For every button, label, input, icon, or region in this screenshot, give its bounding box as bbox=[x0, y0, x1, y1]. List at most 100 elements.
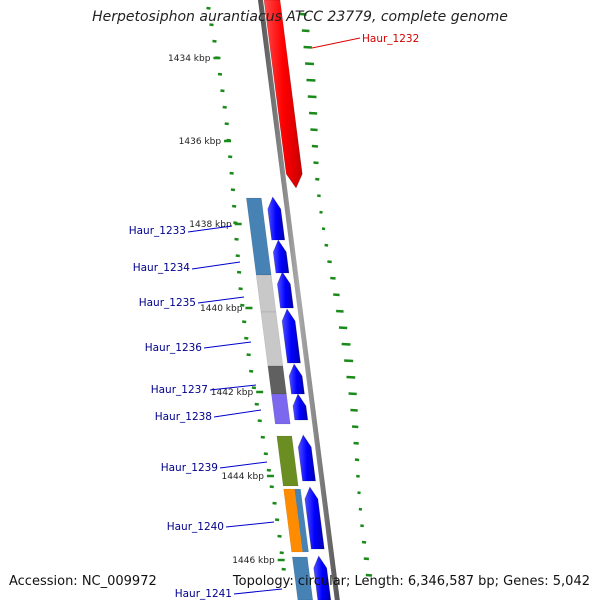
gc-skew-mark bbox=[338, 326, 348, 330]
gc-skew-mark bbox=[311, 144, 319, 148]
backbone-ring bbox=[258, 0, 340, 600]
gc-skew-mark bbox=[357, 491, 361, 495]
gene-label: Haur_1238 bbox=[155, 411, 212, 423]
gc-skew-mark bbox=[235, 254, 240, 258]
gc-skew-mark bbox=[244, 336, 249, 340]
cog-bar bbox=[267, 365, 287, 395]
tick-label: 1436 kbp bbox=[179, 137, 222, 147]
gene-label-leader bbox=[233, 588, 283, 595]
cog-bar bbox=[294, 489, 309, 552]
gc-skew-mark bbox=[228, 155, 233, 159]
gc-skew-mark bbox=[274, 518, 280, 522]
gc-skew-mark bbox=[272, 501, 277, 505]
gc-skew-mark bbox=[353, 441, 359, 445]
gene-label: Haur_1237 bbox=[151, 384, 208, 396]
tick-label: 1438 kbp bbox=[189, 220, 232, 230]
gc-skew-mark bbox=[236, 270, 242, 274]
gene-arrow bbox=[272, 239, 290, 274]
gc-skew-mark bbox=[341, 342, 351, 346]
gene-arrow bbox=[267, 196, 286, 241]
cog-bar bbox=[260, 311, 284, 367]
gc-skew-mark bbox=[230, 188, 236, 192]
gc-skew-mark bbox=[224, 122, 229, 126]
gc-skew-mark bbox=[319, 210, 323, 214]
forward-gene-track bbox=[263, 0, 303, 189]
gc-skew-mark bbox=[209, 23, 214, 27]
gc-skew-mark bbox=[336, 309, 344, 313]
gc-skew-mark bbox=[321, 227, 326, 231]
gc-skew-mark bbox=[330, 276, 336, 280]
gc-skew-mark bbox=[281, 567, 286, 571]
gene-arrow bbox=[292, 393, 309, 421]
gc-skew-mark bbox=[346, 375, 356, 379]
tick-label: 1434 kbp bbox=[168, 54, 211, 64]
gc-skew-mark bbox=[238, 287, 243, 291]
gc-skew-mark bbox=[229, 171, 234, 175]
gc-skew-mark bbox=[348, 392, 357, 396]
gc-skew-mark bbox=[251, 386, 257, 390]
gene-label: Haur_1239 bbox=[161, 462, 218, 474]
gene-arrow bbox=[277, 271, 294, 309]
gc-skew-mark bbox=[356, 474, 360, 478]
tick-label: 1446 kbp bbox=[232, 556, 275, 566]
gene-arrow bbox=[313, 555, 332, 600]
tick-label: 1444 kbp bbox=[222, 472, 265, 482]
gene-label-leader bbox=[209, 384, 257, 391]
gc-skew-mark bbox=[361, 540, 367, 544]
gc-skew-mark bbox=[351, 425, 359, 429]
gene-label-leader bbox=[197, 296, 245, 304]
gc-skew-mark bbox=[254, 402, 259, 406]
gc-skew-mark bbox=[206, 6, 211, 10]
gc-skew-mark bbox=[317, 194, 321, 198]
gene-label: Haur_1236 bbox=[145, 342, 203, 354]
gene-label-leader bbox=[219, 461, 268, 469]
cog-bar bbox=[271, 393, 291, 425]
gc-skew-mark bbox=[242, 320, 247, 324]
gene-label: Haur_1240 bbox=[167, 521, 224, 533]
gene-arrow bbox=[281, 308, 301, 364]
gene-haur-1232 bbox=[263, 0, 303, 189]
gene-label-leader bbox=[187, 225, 233, 233]
gc-skew-mark bbox=[257, 419, 262, 423]
gc-skew-mark bbox=[313, 161, 319, 165]
gc-skew-mark bbox=[240, 303, 245, 307]
gene-label-leader bbox=[225, 521, 275, 528]
tick-label: 1440 kbp bbox=[200, 304, 243, 314]
gc-skew-mark bbox=[246, 353, 251, 357]
gc-skew-mark bbox=[303, 45, 313, 49]
gc-skew-mark bbox=[277, 534, 282, 538]
cog-bar bbox=[246, 197, 272, 276]
gc-skew-mark bbox=[234, 237, 239, 241]
gc-skew-mark bbox=[279, 551, 284, 555]
gene-arrow bbox=[288, 363, 305, 395]
gc-skew-mark bbox=[306, 78, 316, 82]
gene-arrow bbox=[304, 486, 325, 550]
gc-skew-mark bbox=[315, 177, 320, 181]
gc-skew-mark bbox=[217, 72, 223, 76]
gc-skew-mark bbox=[354, 458, 360, 462]
gc-skew-mark bbox=[350, 408, 358, 412]
tick-label: 1442 kbp bbox=[211, 388, 254, 398]
cog-bar bbox=[276, 435, 299, 487]
tick-track: 1434 kbp 1436 kbp 1438 kbp 1440 kbp 1442 kbp… bbox=[168, 54, 285, 566]
topology-text: Topology: circular; Length: 6,346,587 bp… bbox=[232, 574, 590, 589]
gene-arrow bbox=[297, 434, 316, 482]
gene-label-leader bbox=[213, 409, 262, 418]
gc-skew-mark bbox=[333, 293, 340, 297]
gene-label: Haur_1232 bbox=[362, 33, 419, 45]
accession-text: Accession: NC_009972 bbox=[9, 574, 157, 589]
gc-skew-mark bbox=[222, 105, 227, 109]
gc-skew-mark bbox=[232, 204, 237, 208]
gc-skew-mark bbox=[220, 89, 225, 93]
gc-skew-mark bbox=[305, 62, 315, 66]
gc-skew-mark bbox=[365, 573, 373, 577]
gene-label-leader bbox=[311, 37, 361, 49]
gc-skew-mark bbox=[324, 243, 329, 247]
gc-skew-mark bbox=[301, 29, 310, 33]
gene-label: Haur_1233 bbox=[129, 225, 186, 237]
gc-skew-track bbox=[206, 6, 373, 577]
gc-skew-mark bbox=[266, 468, 271, 472]
gene-label-leader bbox=[191, 261, 241, 270]
